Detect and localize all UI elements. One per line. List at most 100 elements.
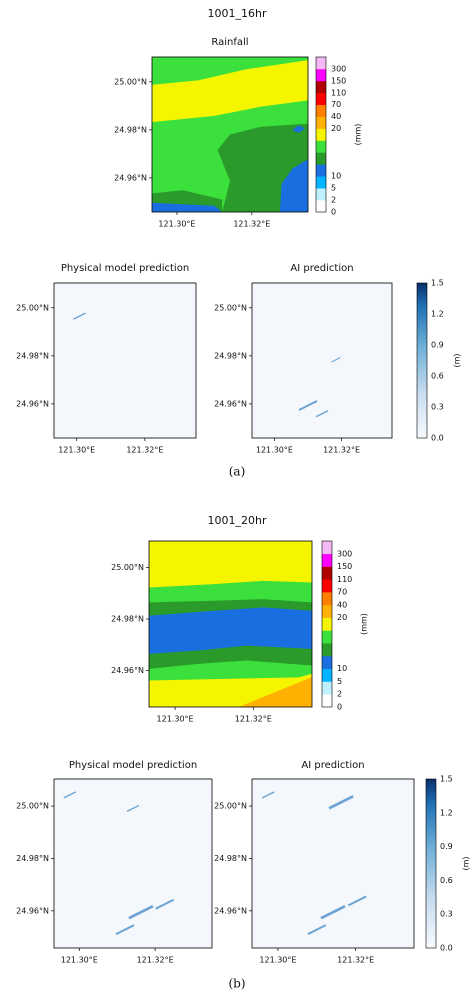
colorbar-tick-label: 0 [331,208,336,217]
y-tick-label: 24.98°N [111,615,144,624]
colorbar-tick-label: 0.9 [431,341,444,350]
colorbar-tick-label: 40 [331,112,341,121]
colorbar-label: (mm) [354,124,363,146]
colorbar-tick-label: 300 [331,64,346,73]
map-background [54,283,196,438]
caption: (a) [229,465,246,479]
colorbar-tick-label: 300 [337,549,352,558]
colorbar-segment [316,188,326,201]
colorbar-tick-label: 0.6 [431,372,444,381]
y-tick-label: 24.96°N [111,666,144,675]
x-tick-label: 121.30°E [256,446,293,455]
colorbar-segment [316,92,326,105]
colorbar-segment [322,655,332,669]
y-tick-label: 24.96°N [16,399,49,408]
colorbar-segment [322,668,332,682]
y-tick-label: 25.00°N [111,563,144,572]
x-tick-label: 121.30°E [157,715,194,724]
x-tick-label: 121.32°E [323,446,360,455]
y-tick-label: 25.00°N [214,802,247,811]
colorbar-segment [322,579,332,593]
map-frame [251,778,415,949]
colorbar-segment [316,176,326,189]
map-background [252,283,392,438]
colorbar-segment [316,152,326,165]
flood-speck [126,804,140,813]
y-tick-label: 24.98°N [16,854,49,863]
colorbar-segment [316,57,326,70]
colorbar-tick-label: 0.6 [440,876,453,885]
colorbar-tick-label: 2 [331,196,336,205]
map-title: Rainfall [211,37,248,48]
y-tick-label: 24.98°N [16,351,49,360]
y-tick-label: 24.98°N [214,854,247,863]
colorbar-tick-label: 2 [337,690,342,699]
x-tick-label: 121.32°E [235,715,272,724]
colorbar-tick-label: 20 [337,613,347,622]
x-tick-label: 121.30°E [158,220,195,229]
colorbar-tick-label: 70 [337,588,347,597]
colorbar-tick-label: 20 [331,124,341,133]
colorbar-segment [322,630,332,644]
colorbar-tick-label: 150 [331,76,346,85]
y-tick-label: 24.96°N [114,173,147,182]
colorbar-segment [322,617,332,631]
colorbar [416,282,428,439]
rain-region [292,125,305,133]
map-title: Physical model prediction [61,263,189,274]
flood-speck [347,895,367,907]
colorbar-segment [322,592,332,606]
colorbar-segment [322,694,332,708]
colorbar-tick-label: 1.5 [440,775,453,784]
x-tick-label: 121.32°E [126,446,163,455]
colorbar-label: (mm) [360,613,369,635]
colorbar-tick-label: 0.0 [431,434,444,443]
colorbar-segment [316,80,326,94]
flood-speck [155,898,175,910]
colorbar-tick-label: 110 [331,88,346,97]
flood-speck [320,905,346,920]
colorbar-segment [316,68,326,82]
colorbar-tick-label: 5 [337,677,342,686]
colorbar-segment [316,164,326,177]
colorbar [425,778,437,949]
colorbar-segment [316,200,326,213]
x-tick-label: 121.32°E [337,956,374,965]
colorbar-segment [316,140,326,153]
panel-title: 1001_20hr [208,514,267,527]
flood-speck [73,312,86,320]
flood-speck [63,791,77,799]
y-tick-label: 24.96°N [214,399,247,408]
colorbar-segment [316,104,326,117]
map-title: AI prediction [290,263,353,274]
panel-title: 1001_16hr [208,7,267,20]
rain-region [152,60,308,123]
map-frame [151,56,309,213]
x-tick-label: 121.30°E [58,446,95,455]
flood-speck [328,795,354,810]
y-tick-label: 24.98°N [214,351,247,360]
colorbar-tick-label: 150 [337,562,352,571]
colorbar-tick-label: 110 [337,575,352,584]
colorbar-tick-label: 1.2 [431,310,444,319]
y-tick-label: 24.98°N [114,125,147,134]
colorbar-frame [315,56,327,213]
map-frame [148,540,313,708]
colorbar-segment [322,566,332,580]
caption: (b) [228,977,245,991]
x-tick-label: 121.32°E [233,220,270,229]
colorbar-tick-label: 0.0 [440,944,453,953]
y-tick-label: 25.00°N [114,77,147,86]
colorbar-tick-label: 5 [331,184,336,193]
map-background [252,779,414,948]
y-tick-label: 25.00°N [16,802,49,811]
rain-region [149,607,312,654]
colorbar-tick-label: 70 [331,100,341,109]
rain-region [152,202,223,212]
map-frame [53,778,213,949]
colorbar-segment [316,128,326,141]
flood-speck [115,924,135,935]
flood-speck [298,400,318,411]
colorbar-tick-label: 10 [331,172,341,181]
flood-speck [307,924,327,935]
